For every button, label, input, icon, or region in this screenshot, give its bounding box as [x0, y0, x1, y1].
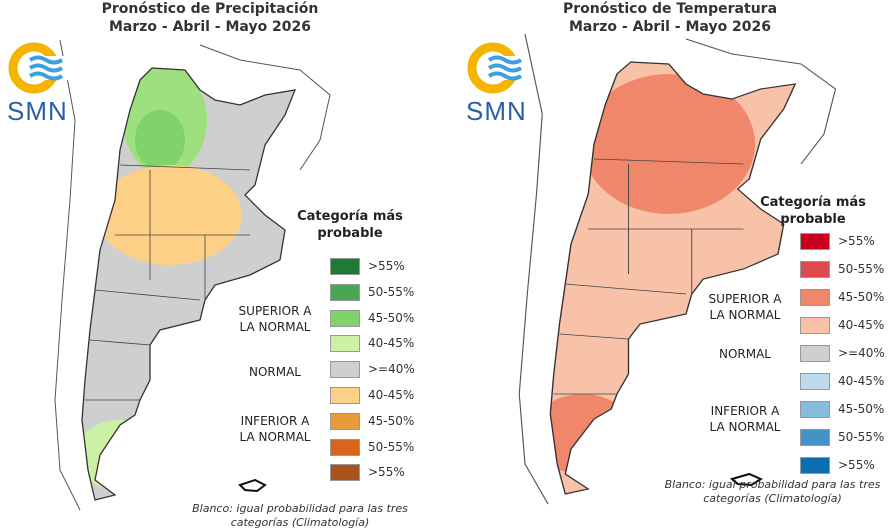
legend-swatch [330, 438, 360, 456]
legend-swatch [330, 309, 360, 327]
neighbor-borders [199, 44, 331, 171]
legend-swatch [800, 401, 830, 418]
legend-label: 45-50% [368, 413, 415, 428]
title-line2: Marzo - Abril - Mayo 2026 [568, 19, 772, 35]
inferior-region-center [98, 165, 242, 265]
legend-swatch [800, 345, 830, 362]
legend-label: 50-55% [368, 284, 415, 299]
legend-label: >55% [838, 234, 875, 248]
legend-label: 45-50% [838, 402, 885, 416]
legend-label: 40-45% [838, 374, 885, 388]
legend-label: >55% [368, 465, 405, 480]
legend-label: >=40% [368, 362, 415, 377]
smn-logo-text: SMN [7, 96, 68, 126]
category-inferior: INFERIOR A LA NORMAL [239, 414, 311, 444]
precipitation-title: Pronóstico de Precipitación Marzo - Abri… [60, 0, 360, 36]
footnote: Blanco: igual probabilidad para las tres… [192, 502, 408, 529]
legend-swatch [330, 361, 360, 379]
smn-logo-icon [467, 42, 527, 94]
legend-label: 45-50% [838, 290, 885, 304]
legend-swatch [330, 335, 360, 353]
legend-label: 40-45% [838, 318, 885, 332]
legend-label: 40-45% [368, 388, 415, 402]
temperature-panel: Pronóstico de Temperatura Marzo - Abril … [445, 0, 890, 523]
province-borders [85, 164, 251, 401]
title-line1: Pronóstico de Temperatura [562, 1, 778, 17]
legend-label: >55% [368, 259, 405, 273]
legend-label: 45-50% [368, 310, 415, 325]
legend-swatch [330, 464, 360, 482]
legend-label: 50-55% [838, 262, 885, 276]
legend-swatch [800, 457, 830, 474]
legend-label: >55% [838, 458, 875, 472]
legend-swatch [800, 289, 830, 306]
legend-swatch [800, 233, 830, 250]
legend-swatch [330, 387, 360, 404]
legend-title: Categoría más probable [297, 209, 403, 241]
smn-logo-text: SMN [466, 96, 527, 126]
category-superior: SUPERIOR A LA NORMAL [708, 292, 782, 322]
title-line2: Marzo - Abril - Mayo 2026 [108, 19, 312, 35]
chile-coastline [54, 39, 81, 511]
legend-label: 40-45% [368, 336, 415, 351]
category-normal: NORMAL [248, 365, 301, 379]
legend-swatch [330, 283, 360, 301]
category-superior: SUPERIOR A LA NORMAL [238, 304, 312, 334]
legend-title: Categoría más probable [760, 195, 866, 227]
temperature-title: Pronóstico de Temperatura Marzo - Abril … [520, 0, 820, 36]
legend-label: >=40% [838, 346, 885, 360]
legend-label: 50-55% [368, 439, 415, 454]
title-line1: Pronóstico de Precipitación [101, 1, 319, 17]
footnote: Blanco: igual probabilidad para las tres… [664, 478, 881, 505]
legend-swatch [800, 317, 830, 334]
legend-swatch [330, 258, 360, 275]
superior-45-50-north [582, 74, 755, 214]
precipitation-panel: Pronóstico de Precipitación Marzo - Abri… [0, 0, 445, 529]
category-inferior: INFERIOR A LA NORMAL [709, 404, 781, 434]
legend-swatch [800, 429, 830, 446]
category-normal: NORMAL [718, 347, 771, 361]
legend-label: 50-55% [838, 430, 885, 444]
legend-swatch [330, 412, 360, 430]
legend-swatch [800, 261, 830, 278]
legend-swatch [800, 373, 830, 390]
smn-logo-icon [8, 42, 68, 94]
malvinas-islands [238, 478, 267, 493]
